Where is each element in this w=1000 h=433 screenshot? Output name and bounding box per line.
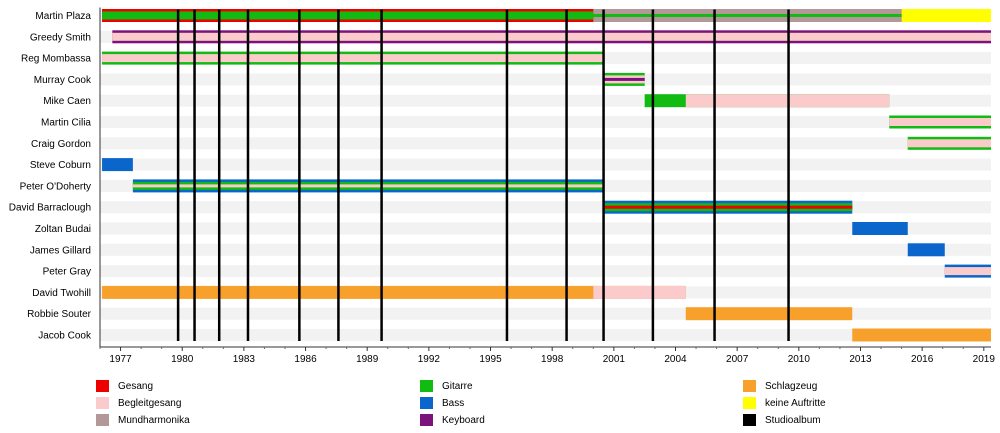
member-label: Steve Coburn	[30, 160, 91, 171]
legend-swatch-gesang	[96, 380, 109, 392]
x-tick-label: 1998	[541, 354, 564, 365]
member-label: Mike Caen	[43, 96, 91, 107]
span-steve-coburn-bass	[102, 158, 133, 172]
member-label: James Gillard	[30, 245, 91, 256]
legend-label: Studioalbum	[765, 415, 821, 426]
span-david-barraclough-gesang	[603, 205, 853, 209]
span-peter-gray-begleitgesang	[944, 267, 991, 276]
x-tick-label: 2001	[603, 354, 626, 365]
member-label: Murray Cook	[34, 75, 92, 86]
legend-label: Bass	[442, 398, 465, 409]
x-tick-label: 2019	[973, 354, 996, 365]
legend-swatch-schlagzeug	[743, 380, 756, 392]
span-martin-plaza-gitarre	[102, 11, 594, 20]
legend-swatch-bass	[420, 397, 433, 409]
row-background	[100, 73, 991, 86]
legend-swatch-gitarre	[420, 380, 433, 392]
row-background	[100, 329, 991, 341]
span-robbie-souter-schlagzeug	[685, 307, 853, 321]
member-label: Zoltan Budai	[35, 224, 91, 235]
legend-item-begleitgesang: Begleitgesang	[96, 396, 190, 413]
row-background	[100, 265, 991, 278]
row-background	[100, 201, 991, 214]
member-label: Jacob Cook	[38, 331, 92, 342]
x-tick-label: 1995	[479, 354, 502, 365]
member-label: David Twohill	[32, 288, 91, 299]
legend: Gesang Begleitgesang Mundharmonika Gitar…	[0, 379, 1000, 433]
legend-label: Begleitgesang	[118, 398, 182, 409]
x-tick-label: 1983	[233, 354, 256, 365]
row-background	[100, 307, 991, 320]
row-background	[100, 243, 991, 256]
span-james-gillard-bass	[907, 243, 945, 257]
member-label: Robbie Souter	[27, 309, 92, 320]
legend-label: Mundharmonika	[118, 415, 190, 426]
x-tick-label: 1992	[418, 354, 441, 365]
legend-item-keyboard: Keyboard	[420, 413, 485, 430]
x-tick-label: 1986	[294, 354, 317, 365]
legend-swatch-studioalbum	[743, 414, 756, 426]
span-craig-gordon-begleitgesang	[907, 139, 991, 148]
legend-label: Keyboard	[442, 415, 485, 426]
legend-swatch-begleitgesang	[96, 397, 109, 409]
span-martin-plaza-keine-auftritte	[901, 9, 991, 22]
member-label: Martin Cilia	[41, 118, 91, 129]
row-background	[100, 137, 991, 150]
legend-label: keine Auftritte	[765, 398, 826, 409]
legend-item-studioalbum: Studioalbum	[743, 413, 826, 430]
x-tick-label: 2013	[849, 354, 872, 365]
span-jacob-cook-schlagzeug	[852, 328, 991, 342]
span-peter-o-doherty-begleitgesang	[132, 184, 604, 188]
member-label: Peter O'Doherty	[20, 181, 91, 192]
x-tick-label: 1989	[356, 354, 379, 365]
span-martin-plaza-gitarre	[593, 14, 902, 17]
span-reg-mombassa-begleitgesang	[102, 54, 604, 63]
legend-item-mundharmonika: Mundharmonika	[96, 413, 190, 430]
x-tick-label: 1980	[171, 354, 194, 365]
legend-item-gitarre: Gitarre	[420, 379, 485, 396]
span-murray-cook-keyboard	[603, 77, 645, 81]
row-background	[100, 158, 991, 171]
member-label: Greedy Smith	[30, 32, 91, 43]
member-label: Martin Plaza	[35, 11, 91, 22]
x-tick-label: 2004	[664, 354, 687, 365]
legend-item-gesang: Gesang	[96, 379, 190, 396]
legend-column-3: Schlagzeug keine Auftritte Studioalbum	[743, 379, 826, 430]
span-zoltan-budai-bass	[852, 222, 908, 235]
legend-swatch-keyboard	[420, 414, 433, 426]
member-label: Craig Gordon	[31, 139, 91, 150]
x-tick-label: 2010	[788, 354, 811, 365]
legend-swatch-keine-auftritte	[743, 397, 756, 409]
band-timeline-chart: 1977 1980 1983 1986 1989 1992 1995 1998 2001 2004…	[9, 7, 996, 365]
legend-label: Schlagzeug	[765, 381, 818, 392]
legend-column-1: Gesang Begleitgesang Mundharmonika	[96, 379, 190, 430]
legend-item-schlagzeug: Schlagzeug	[743, 379, 826, 396]
x-tick-label: 2007	[726, 354, 749, 365]
span-martin-cilia-begleitgesang	[889, 118, 991, 126]
member-label: David Barraclough	[9, 203, 91, 214]
legend-column-2: Gitarre Bass Keyboard	[420, 379, 485, 430]
legend-item-bass: Bass	[420, 396, 485, 413]
legend-swatch-mundharmonika	[96, 414, 109, 426]
span-greedy-smith-begleitgesang	[112, 32, 992, 41]
x-tick-label: 1977	[109, 354, 132, 365]
row-background	[100, 116, 991, 128]
member-label: Peter Gray	[43, 267, 91, 278]
row-background	[100, 222, 991, 235]
member-label: Reg Mombassa	[21, 54, 91, 65]
span-david-twohill-begleitgesang	[593, 285, 686, 299]
x-tick-label: 2016	[911, 354, 934, 365]
legend-label: Gitarre	[442, 381, 473, 392]
legend-item-keine-auftritte: keine Auftritte	[743, 396, 826, 413]
legend-label: Gesang	[118, 381, 154, 392]
